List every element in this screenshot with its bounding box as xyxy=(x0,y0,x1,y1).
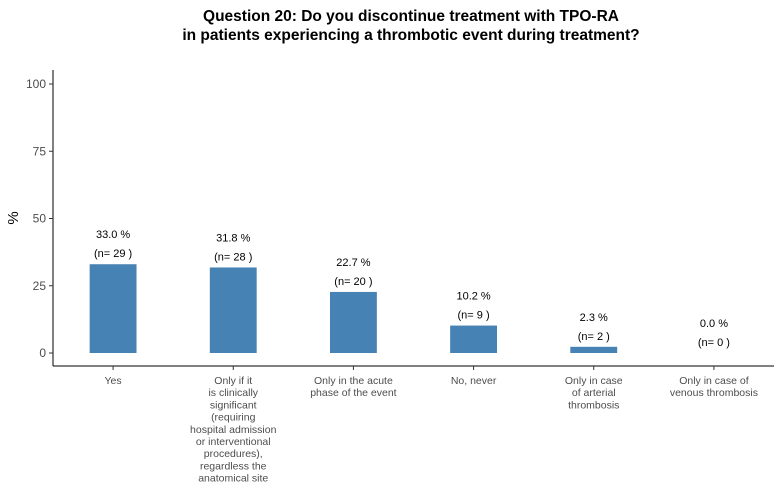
chart-title: Question 20: Do you discontinue treatmen… xyxy=(182,8,639,44)
chart-title-line: Question 20: Do you discontinue treatmen… xyxy=(203,8,619,25)
bar-count-label: (n= 9 ) xyxy=(458,310,490,322)
y-tick-label: 75 xyxy=(33,144,47,158)
bar-percent-label: 2.3 % xyxy=(580,312,608,324)
bar-percent-label: 22.7 % xyxy=(336,257,370,269)
x-tick-label: venous thrombosis xyxy=(670,387,758,399)
bar-count-label: (n= 0 ) xyxy=(698,337,730,349)
bar xyxy=(570,346,618,353)
x-tick-label: No, never xyxy=(451,375,497,387)
bar-count-label: (n= 20 ) xyxy=(334,276,372,288)
x-tick-label: Only in case xyxy=(565,375,623,387)
x-tick-label: Only in case of xyxy=(679,375,749,387)
x-tick-label: thrombosis xyxy=(568,399,619,411)
bar-percent-label: 33.0 % xyxy=(96,229,130,241)
y-tick-label: 100 xyxy=(26,77,46,91)
x-tick-label: (requiring xyxy=(211,412,256,424)
y-axis-label: % xyxy=(5,211,22,224)
bar xyxy=(89,264,137,353)
x-tick-label: procedures), xyxy=(204,448,263,460)
y-tick-label: 0 xyxy=(39,346,46,360)
y-tick-label: 25 xyxy=(33,279,47,293)
x-tick-label: is clinically xyxy=(208,387,258,399)
x-tick-label: significant xyxy=(210,399,257,411)
data-labels: 33.0 % (n= 29 ) 31.8 % (n= 28 ) 22.7 % (n= 20… xyxy=(94,229,730,349)
bar xyxy=(329,291,377,353)
x-tick-label: Yes xyxy=(105,375,122,387)
x-tick-label: or interventional xyxy=(196,436,271,448)
bar-count-label: (n= 28 ) xyxy=(214,251,252,263)
bar xyxy=(450,325,498,353)
chart-title-line: in patients experiencing a thrombotic ev… xyxy=(182,27,639,44)
bar xyxy=(209,267,257,353)
x-tick-label: of arterial xyxy=(572,387,616,399)
bar-count-label: (n= 2 ) xyxy=(578,331,610,343)
x-tick-label: anatomical site xyxy=(198,473,268,485)
x-tick-label: hospital admission xyxy=(190,424,277,436)
x-tick-label: Only in the acute xyxy=(314,375,393,387)
x-tick-label: Only if it xyxy=(214,375,252,387)
y-axis: 0 25 50 75 100% xyxy=(5,70,54,366)
x-tick-label: phase of the event xyxy=(310,387,396,399)
y-tick-label: 50 xyxy=(33,212,47,226)
bar-percent-label: 31.8 % xyxy=(216,232,250,244)
bar-count-label: (n= 29 ) xyxy=(94,248,132,260)
bar-percent-label: 0.0 % xyxy=(700,318,728,330)
bar-percent-label: 10.2 % xyxy=(456,291,490,303)
bars xyxy=(89,264,618,353)
x-tick-label: regardless the xyxy=(200,460,267,472)
